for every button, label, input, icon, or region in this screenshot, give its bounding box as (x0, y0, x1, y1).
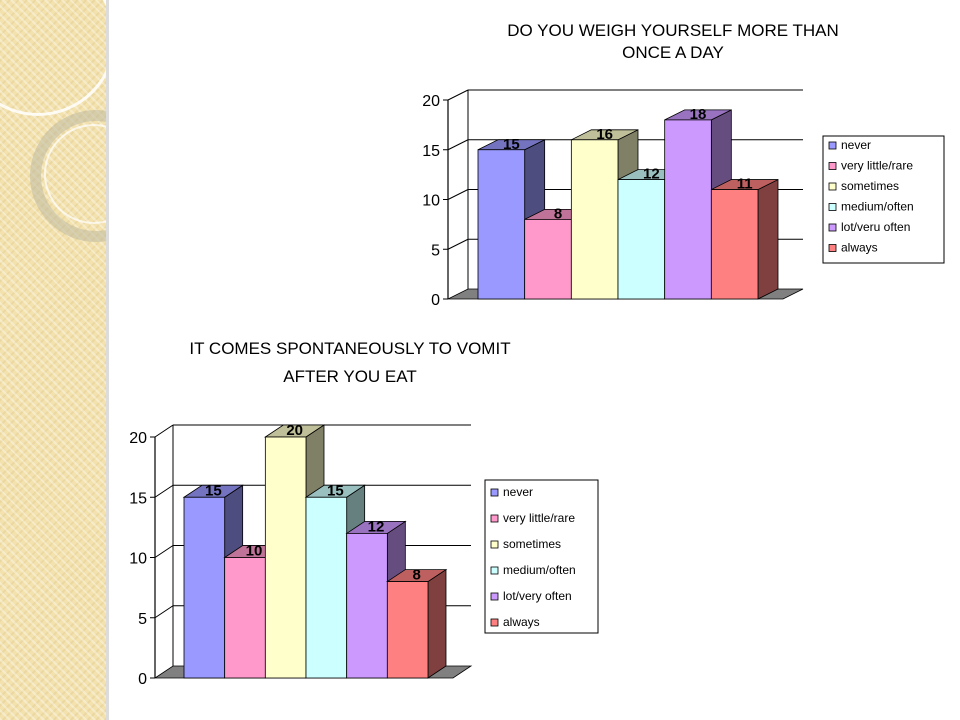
y-tick-label: 20 (129, 430, 147, 447)
legend-swatch (828, 223, 837, 232)
legend-swatch (490, 618, 499, 627)
bar (386, 581, 429, 679)
legend-label: lot/very often (503, 589, 572, 603)
data-label: 16 (596, 126, 613, 143)
bar (305, 496, 348, 679)
chart-title-line: IT COMES SPONTANEOUSLY TO VOMIT (189, 339, 510, 358)
y-tick-label: 0 (431, 292, 440, 309)
data-label: 11 (737, 176, 753, 193)
bar (710, 189, 759, 300)
legend-label: always (503, 615, 540, 629)
chart-title-line: AFTER YOU EAT (283, 367, 417, 386)
bar-side (427, 568, 447, 679)
chart-title-line: DO YOU WEIGH YOURSELF MORE THAN (507, 21, 839, 40)
legend-label: lot/veru often (841, 220, 910, 234)
data-label: 15 (327, 482, 344, 499)
legend-label: sometimes (841, 179, 899, 193)
gridline-side (154, 545, 174, 558)
bar (664, 119, 712, 300)
y-tick-label: 10 (129, 551, 147, 568)
gridline-side (154, 605, 174, 619)
vomit-chart: IT COMES SPONTANEOUSLY TO VOMIT AFTER YOU… (129, 339, 599, 688)
legend-label: medium/often (841, 200, 914, 214)
data-label: 15 (503, 136, 520, 153)
bar (224, 557, 266, 679)
legend-label: very little/rare (503, 511, 575, 525)
legend-swatch (828, 141, 837, 150)
gridline-side (154, 484, 174, 498)
y-tick-label: 15 (129, 490, 147, 507)
legend-swatch (828, 244, 837, 252)
chart-title: DO YOU WEIGH YOURSELF MORE THAN ONCE A DA… (507, 21, 839, 62)
gridline-side (447, 139, 469, 151)
chart-title-line: ONCE A DAY (622, 43, 724, 62)
legend-swatch (490, 488, 499, 497)
legend-swatch (828, 162, 837, 170)
data-label: 15 (205, 482, 222, 499)
data-label: 12 (368, 518, 385, 535)
legend-box (484, 479, 599, 634)
gridline-side (447, 238, 469, 250)
data-label: 8 (412, 567, 420, 584)
bar (183, 496, 226, 679)
bar (477, 149, 526, 300)
bar (264, 436, 307, 679)
y-tick-label: 15 (422, 143, 440, 160)
y-tick-label: 0 (138, 671, 147, 688)
chart-title: IT COMES SPONTANEOUSLY TO VOMIT AFTER YOU… (189, 339, 510, 386)
bar (617, 179, 666, 300)
legend-swatch (828, 203, 837, 211)
data-label: 8 (554, 205, 562, 222)
y-tick-label: 5 (431, 242, 440, 259)
decorative-sidebar (0, 0, 106, 720)
y-tick-label: 5 (138, 611, 147, 628)
legend-label: never (503, 485, 533, 499)
y-tick-label: 20 (422, 93, 440, 110)
legend-label: never (841, 138, 871, 152)
gridline-side (447, 89, 469, 101)
legend-label: sometimes (503, 537, 561, 551)
legend-swatch (490, 540, 499, 549)
legend-swatch (490, 514, 499, 523)
gridline-side (447, 189, 469, 200)
y-tick-label: 10 (422, 193, 440, 210)
bar (570, 139, 619, 300)
weigh-chart: DO YOU WEIGH YOURSELF MORE THAN ONCE A DA… (422, 21, 945, 309)
legend-swatch (490, 566, 499, 575)
data-label: 10 (246, 543, 263, 560)
gridline-side (154, 424, 174, 438)
data-label: 12 (643, 166, 660, 183)
data-label: 18 (690, 106, 707, 123)
legend-swatch (490, 592, 499, 601)
data-label: 20 (286, 422, 303, 439)
bar (524, 218, 572, 300)
bar (346, 532, 388, 679)
legend-swatch (828, 182, 837, 191)
legend-label: medium/often (503, 563, 576, 577)
decorative-ring (0, 0, 106, 116)
sidebar-divider (106, 0, 109, 720)
bar-side (757, 178, 779, 300)
legend-box (822, 135, 945, 264)
legend-label: very little/rare (841, 159, 913, 173)
legend-label: always (841, 241, 878, 255)
